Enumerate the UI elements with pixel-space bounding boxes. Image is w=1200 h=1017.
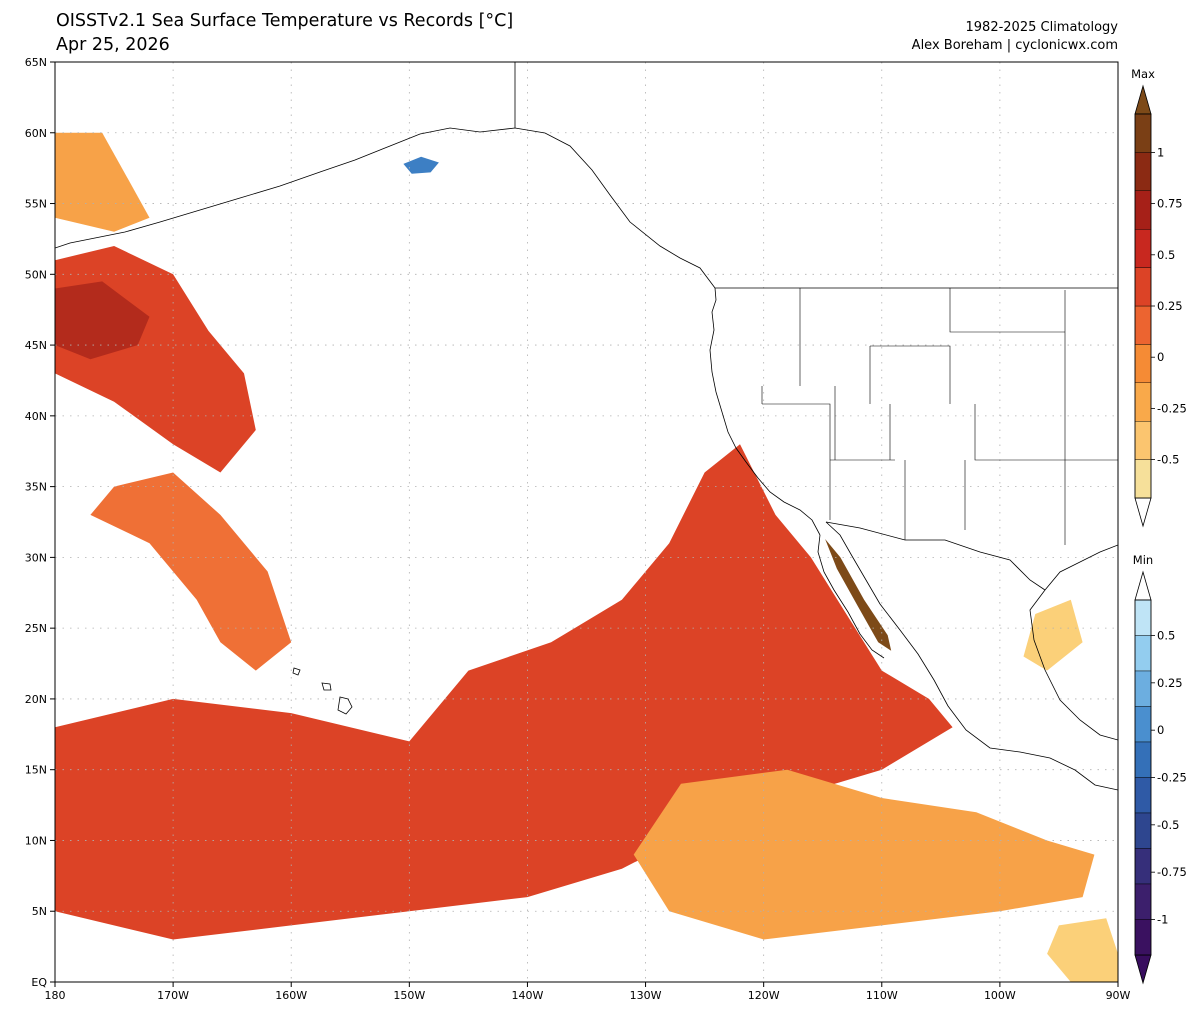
colorbar-title: Min	[1133, 553, 1153, 567]
colorbar-tick-label: 0.25	[1157, 676, 1183, 690]
colorbar-swatch	[1134, 883, 1152, 920]
colorbar-over-arrow	[1134, 84, 1152, 115]
mexico-mainland-coastline	[825, 521, 1118, 791]
lat-tick-label: 20N	[25, 693, 47, 706]
colorbar-tick-label: -0.25	[1157, 401, 1187, 415]
max-colorbar: 1 0.75 0.5 0.25 0 -0.25 -0.5 Max	[1131, 67, 1187, 528]
state-lines	[761, 288, 1118, 545]
colorbar-swatch	[1134, 228, 1152, 268]
lon-tick-label: 150W	[393, 989, 425, 1002]
colorbar-tick-label: 0.5	[1157, 629, 1175, 643]
lat-tick-label: 50N	[25, 268, 47, 281]
lon-tick-label: 100W	[984, 989, 1016, 1002]
hawaii-big-island	[337, 696, 353, 715]
colorbar-swatch	[1134, 848, 1152, 885]
colorbar-swatch	[1134, 812, 1152, 849]
colorbar-tick-label: 0.5	[1157, 248, 1175, 262]
near-record-eastern-equator	[1047, 918, 1118, 982]
near-record-equatorial-east	[633, 769, 1095, 940]
lat-tick-label: 15N	[25, 764, 47, 777]
lat-tick-label: 40N	[25, 410, 47, 423]
colorbar-swatch	[1134, 459, 1152, 499]
colorbar-swatch	[1134, 670, 1152, 707]
colorbar-title: Max	[1131, 67, 1155, 81]
colorbar-top-arrow	[1134, 570, 1152, 601]
lon-tick-label: 90W	[1106, 989, 1131, 1002]
alaska-coastline	[55, 127, 716, 289]
lat-tick-label: 65N	[25, 56, 47, 69]
grid-lines	[55, 62, 1118, 982]
credit-label: Alex Boreham | cyclonicwx.com	[911, 38, 1118, 53]
colorbar-swatch	[1134, 267, 1152, 307]
colorbar-swatch	[1134, 305, 1152, 345]
hawaii-oahu	[292, 667, 301, 676]
colorbar-swatch	[1134, 599, 1152, 636]
lon-tick-label: 120W	[748, 989, 780, 1002]
colorbar-tick-label: 0.75	[1157, 197, 1183, 211]
colorbar-swatch	[1134, 777, 1152, 814]
lon-tick-label: 110W	[866, 989, 898, 1002]
lon-tick-label: 140W	[512, 989, 544, 1002]
gulf-coast-coastline	[1029, 544, 1118, 741]
colorbar-tick-label: -0.25	[1157, 771, 1187, 785]
record-cold-bristol-bay	[403, 156, 439, 174]
min-colorbar: 0.5 0.25 0 -0.25 -0.5 -0.75 -1 Min	[1133, 553, 1187, 985]
colorbar-tick-label: -0.5	[1157, 453, 1179, 467]
record-warm-gulf-of-california	[825, 539, 892, 651]
longitude-ticks: 180 170W 160W 150W 140W 130W 120W 110W 100W 90W	[45, 982, 1131, 1002]
colorbar-swatch	[1134, 344, 1152, 383]
lat-tick-label: 35N	[25, 481, 47, 494]
colorbar-bottom-arrow	[1134, 497, 1152, 528]
mexico-border-line	[825, 521, 1046, 591]
latitude-ticks: 65N 60N 55N 50N 45N 40N 35N 30N 25N 20N 15N 10N 5N EQ	[25, 56, 55, 989]
colorbar-tick-label: 0.25	[1157, 299, 1183, 313]
colorbar-swatch	[1134, 382, 1152, 422]
map-date: Apr 25, 2026	[56, 35, 170, 55]
lat-tick-label: 30N	[25, 551, 47, 564]
lat-tick-label: 60N	[25, 127, 47, 140]
colorbar-swatch	[1134, 741, 1152, 778]
lon-tick-label: 130W	[630, 989, 662, 1002]
colorbar-tick-label: -0.75	[1157, 865, 1187, 879]
colorbar-tick-label: -1	[1157, 913, 1168, 927]
lat-tick-label: 25N	[25, 622, 47, 635]
colorbar-tick-label: 0	[1157, 350, 1164, 364]
lat-tick-label: 45N	[25, 339, 47, 352]
colorbar-swatch	[1134, 113, 1152, 153]
lat-tick-label: 10N	[25, 834, 47, 847]
near-record-central-pacific-band	[90, 472, 292, 671]
colorbar-tick-label: 0	[1157, 723, 1164, 737]
sst-regions	[55, 132, 1118, 982]
colorbar-swatch	[1134, 635, 1152, 672]
near-record-northwest-pacific-core	[55, 281, 150, 360]
hawaii-maui	[321, 682, 332, 691]
lon-tick-label: 160W	[275, 989, 307, 1002]
colorbar-under-arrow	[1134, 954, 1152, 985]
colorbar-swatch	[1134, 190, 1152, 230]
colorbar-swatch	[1134, 421, 1152, 460]
lat-tick-label: 55N	[25, 198, 47, 211]
colorbar-tick-label: 1	[1157, 145, 1164, 159]
near-record-gulf-of-mexico	[1023, 599, 1083, 671]
plot-frame	[54, 61, 1119, 983]
colorbar-swatch	[1134, 706, 1152, 743]
coastlines	[55, 62, 1118, 791]
baja-west-coastline	[817, 534, 885, 659]
lon-tick-label: 180	[45, 989, 66, 1002]
near-record-bering-coast	[55, 132, 150, 232]
bc-coastline	[709, 287, 821, 536]
lat-tick-label: 5N	[32, 905, 47, 918]
lat-tick-label: EQ	[31, 976, 47, 989]
colorbar-tick-label: -0.5	[1157, 818, 1179, 832]
colorbar-swatch	[1134, 919, 1152, 956]
colorbar-swatch	[1134, 152, 1152, 191]
lon-tick-label: 170W	[157, 989, 189, 1002]
map-title: OISSTv2.1 Sea Surface Temperature vs Rec…	[56, 11, 514, 31]
climatology-label: 1982-2025 Climatology	[965, 20, 1118, 35]
